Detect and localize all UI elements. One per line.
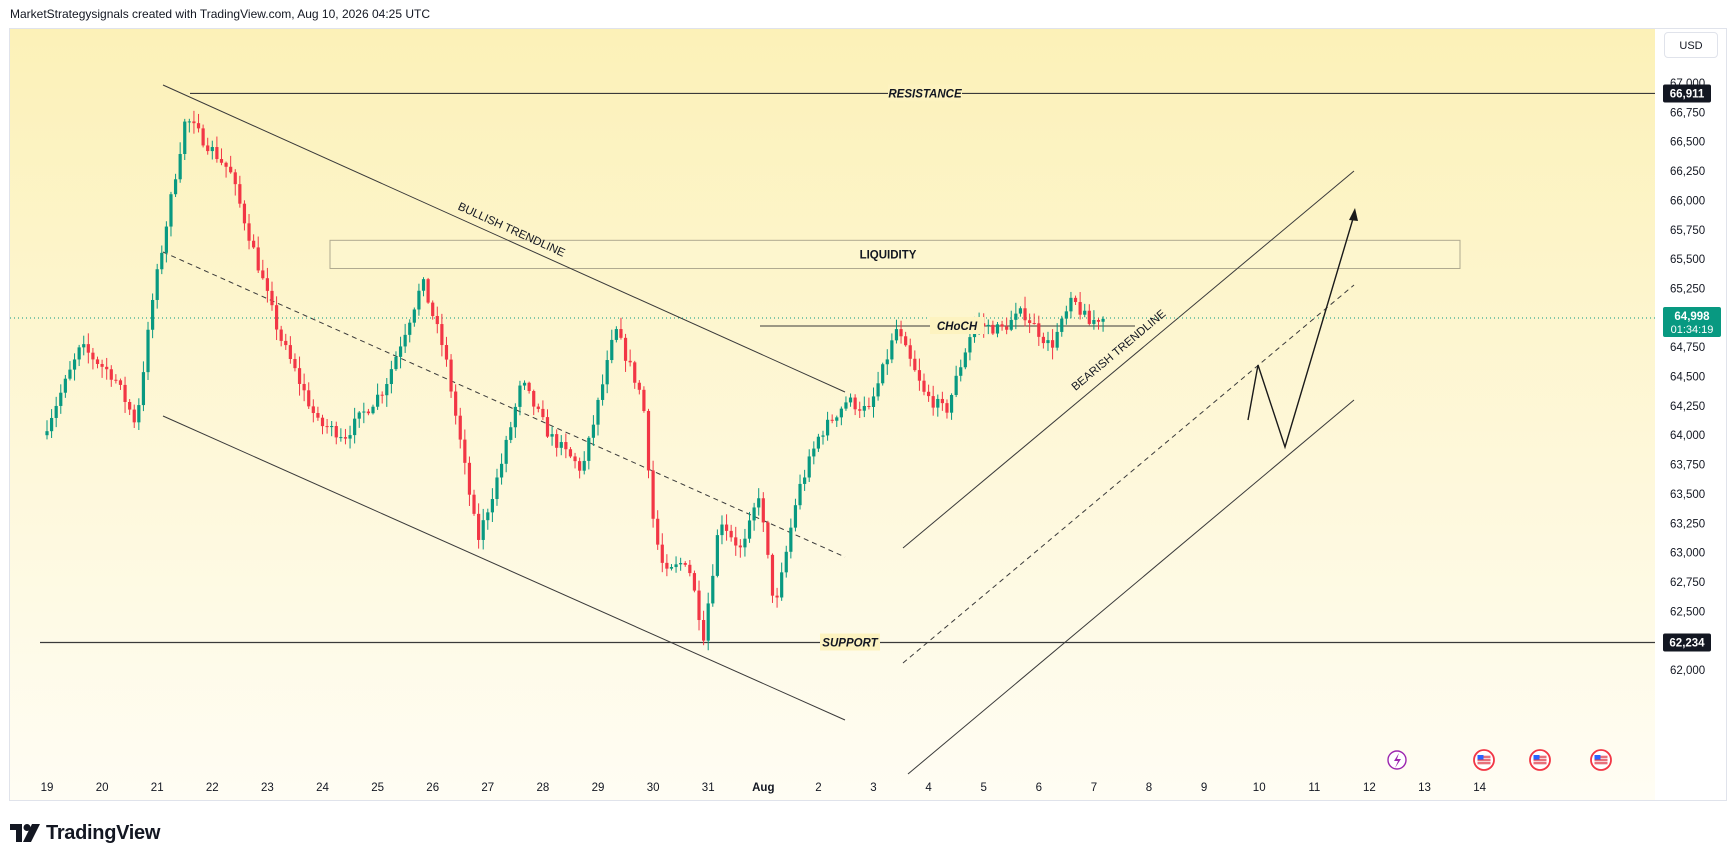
high-value: 65,047 — [279, 34, 317, 48]
symbol-legend: Bitcoin / U.S. Dollar · 2h · Bitstamp O6… — [17, 34, 569, 48]
volume-value: 10.23 — [539, 34, 570, 48]
chart-frame — [9, 28, 1727, 801]
close-label: C — [382, 34, 392, 48]
symbol-name[interactable]: Bitcoin / U.S. Dollar · 2h · Bitstamp — [17, 34, 203, 48]
tradingview-logo-icon — [10, 824, 40, 842]
tradingview-logo[interactable]: TradingView — [10, 820, 160, 846]
open-value: 64,926 — [223, 34, 260, 48]
low-label: L — [327, 34, 335, 48]
close-value: 64,998 — [391, 34, 428, 48]
attribution-text: MarketStrategysignals created with Tradi… — [10, 7, 431, 21]
high-label: H — [271, 34, 280, 48]
currency-button[interactable]: USD — [1664, 32, 1718, 58]
open-label: O — [213, 34, 224, 48]
volume-label: Vol — [522, 34, 540, 48]
brand-name: TradingView — [46, 821, 161, 844]
change-value: +72 (+0.11%) — [439, 34, 512, 48]
low-value: 64,906 — [334, 34, 372, 48]
